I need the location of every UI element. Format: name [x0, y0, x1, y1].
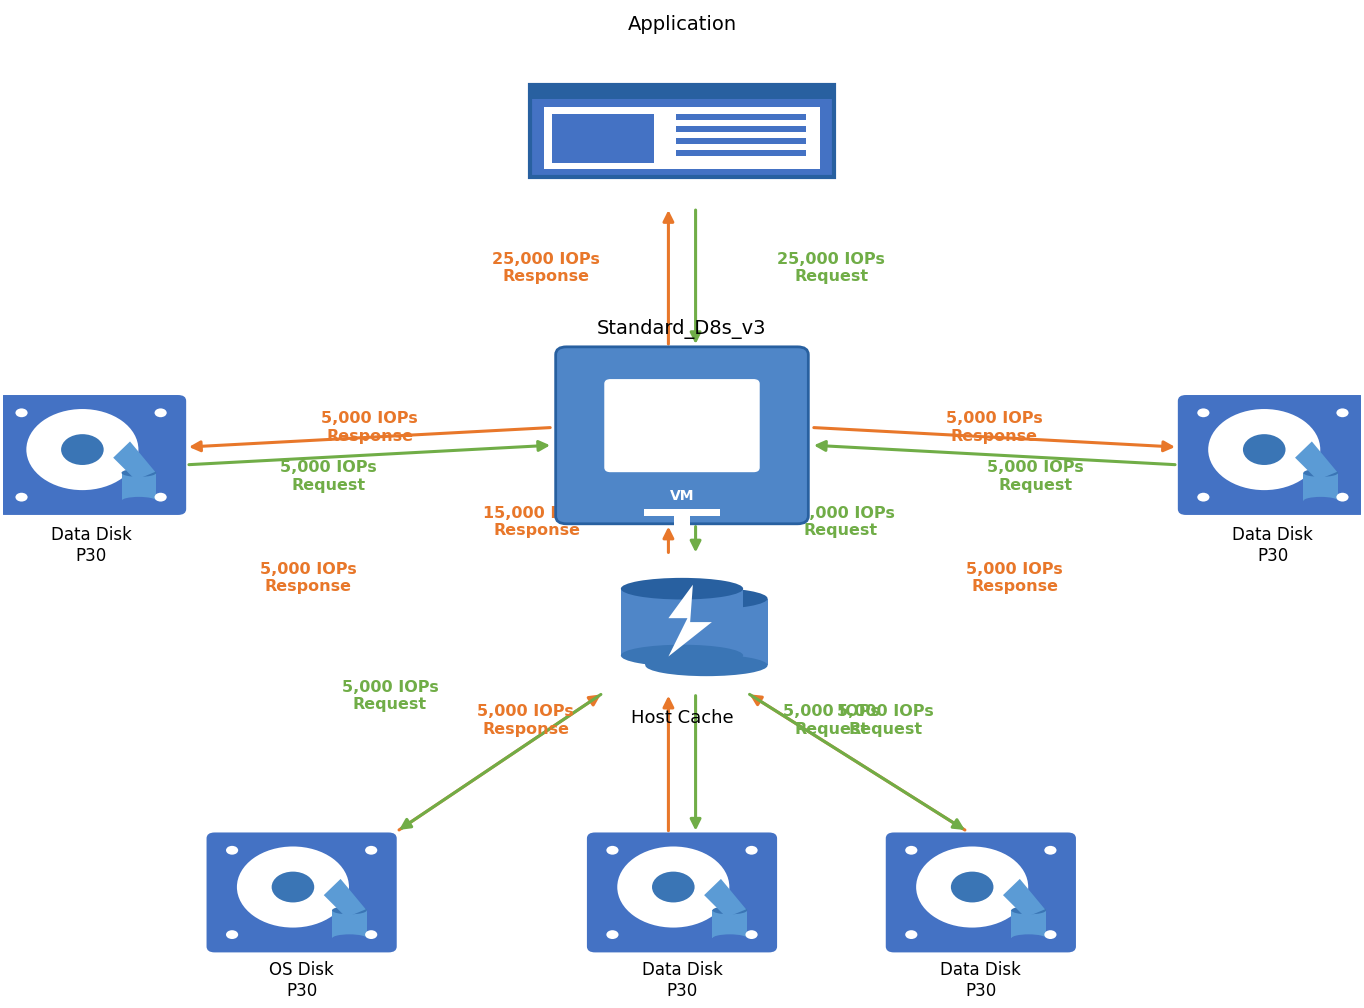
Text: Standard_D8s_v3: Standard_D8s_v3 — [597, 319, 767, 339]
Circle shape — [1045, 930, 1057, 939]
Circle shape — [1337, 493, 1349, 502]
Text: 15,000 IOPs
Request: 15,000 IOPs Request — [787, 506, 895, 538]
FancyBboxPatch shape — [606, 380, 758, 472]
Bar — [1304, 473, 1338, 501]
Circle shape — [1198, 408, 1210, 417]
Ellipse shape — [1011, 906, 1046, 914]
Text: 5,000 IOPs
Request: 5,000 IOPs Request — [341, 679, 438, 712]
Circle shape — [271, 872, 314, 902]
Circle shape — [746, 930, 757, 939]
Polygon shape — [649, 405, 708, 446]
Circle shape — [1243, 434, 1285, 465]
FancyBboxPatch shape — [531, 85, 833, 176]
Circle shape — [15, 493, 27, 502]
FancyBboxPatch shape — [0, 395, 186, 515]
Circle shape — [366, 846, 378, 855]
FancyBboxPatch shape — [206, 833, 397, 953]
Bar — [621, 589, 743, 655]
Text: 5,000 IOPs
Response: 5,000 IOPs Response — [321, 411, 417, 444]
Text: Host Cache: Host Cache — [630, 709, 734, 727]
Bar — [121, 473, 157, 501]
Ellipse shape — [645, 654, 768, 676]
Ellipse shape — [331, 934, 367, 942]
Bar — [1011, 910, 1046, 938]
Ellipse shape — [712, 934, 747, 942]
Circle shape — [951, 872, 993, 902]
Circle shape — [906, 930, 918, 939]
Polygon shape — [1003, 879, 1045, 917]
Circle shape — [652, 872, 694, 902]
Ellipse shape — [331, 906, 367, 914]
Polygon shape — [113, 442, 155, 480]
Text: VM: VM — [670, 489, 694, 503]
Circle shape — [154, 493, 166, 502]
Text: Application: Application — [627, 15, 737, 34]
Bar — [712, 910, 747, 938]
Text: 25,000 IOPs
Response: 25,000 IOPs Response — [492, 252, 600, 284]
Bar — [644, 509, 720, 516]
Circle shape — [1337, 408, 1349, 417]
Text: 5,000 IOPs
Response: 5,000 IOPs Response — [477, 705, 574, 737]
Polygon shape — [668, 585, 712, 656]
Text: 15,000 IOPs
Response: 15,000 IOPs Response — [483, 506, 591, 538]
FancyBboxPatch shape — [1178, 395, 1364, 515]
Polygon shape — [323, 879, 366, 917]
Bar — [677, 150, 806, 156]
Bar — [645, 599, 768, 665]
Bar — [331, 910, 367, 938]
Ellipse shape — [621, 645, 743, 666]
Circle shape — [1045, 846, 1057, 855]
Ellipse shape — [1304, 469, 1338, 477]
Circle shape — [906, 846, 918, 855]
Bar — [677, 138, 806, 144]
Text: 5,000 IOPs
Request: 5,000 IOPs Request — [281, 461, 378, 493]
Circle shape — [1198, 493, 1210, 502]
Text: Data Disk
P30: Data Disk P30 — [50, 526, 131, 564]
Bar — [552, 114, 655, 163]
Circle shape — [226, 930, 239, 939]
Circle shape — [607, 846, 618, 855]
Text: Data Disk
P30: Data Disk P30 — [940, 962, 1022, 1000]
Text: Data Disk
P30: Data Disk P30 — [1233, 526, 1314, 564]
Ellipse shape — [645, 588, 768, 609]
Text: 5,000 IOPs
Response: 5,000 IOPs Response — [967, 561, 1063, 594]
Circle shape — [26, 409, 138, 490]
FancyBboxPatch shape — [555, 347, 809, 524]
Circle shape — [226, 846, 239, 855]
Text: ⬡: ⬡ — [671, 414, 693, 440]
Ellipse shape — [712, 906, 747, 914]
Circle shape — [237, 847, 349, 927]
Ellipse shape — [121, 469, 157, 477]
Text: Data Disk
P30: Data Disk P30 — [641, 962, 723, 1000]
Circle shape — [746, 846, 757, 855]
Circle shape — [15, 408, 27, 417]
Circle shape — [61, 434, 104, 465]
Polygon shape — [1294, 442, 1337, 480]
Bar — [531, 85, 833, 99]
Bar — [544, 107, 820, 169]
Polygon shape — [704, 879, 746, 917]
Text: 5,000 IOPs
Response: 5,000 IOPs Response — [947, 411, 1043, 444]
Text: 5,000 IOPs
Request: 5,000 IOPs Request — [986, 461, 1083, 493]
FancyBboxPatch shape — [885, 833, 1076, 953]
Circle shape — [917, 847, 1028, 927]
Ellipse shape — [621, 578, 743, 600]
Ellipse shape — [1011, 934, 1046, 942]
Bar — [674, 512, 690, 529]
Text: 5,000 IOPs
Request: 5,000 IOPs Request — [837, 705, 934, 737]
Circle shape — [366, 930, 378, 939]
Text: 5,000 IOPs
Request: 5,000 IOPs Request — [783, 705, 880, 737]
Text: 25,000 IOPs
Request: 25,000 IOPs Request — [777, 252, 885, 284]
Circle shape — [154, 408, 166, 417]
Text: 5,000 IOPs
Response: 5,000 IOPs Response — [261, 561, 357, 594]
Bar — [677, 114, 806, 120]
Bar — [677, 126, 806, 132]
Circle shape — [618, 847, 730, 927]
Ellipse shape — [121, 497, 157, 505]
FancyBboxPatch shape — [587, 833, 777, 953]
Circle shape — [607, 930, 618, 939]
Text: OS Disk
P30: OS Disk P30 — [269, 962, 334, 1000]
Ellipse shape — [1304, 497, 1338, 505]
Circle shape — [1209, 409, 1320, 490]
